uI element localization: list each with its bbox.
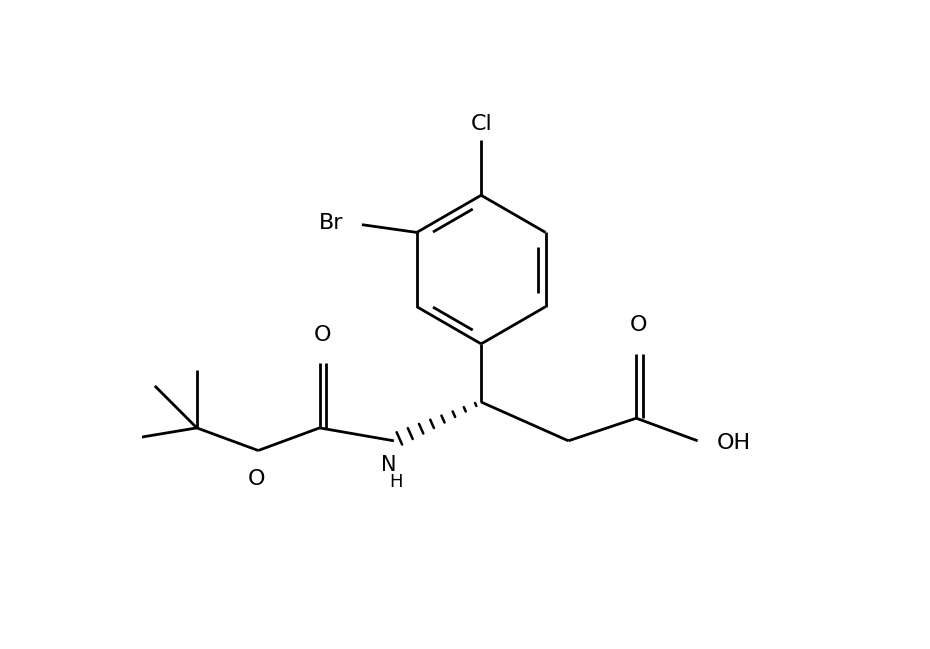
Text: Cl: Cl [471,114,492,134]
Text: H: H [389,473,403,491]
Text: Br: Br [319,213,344,233]
Text: O: O [631,315,647,336]
Text: O: O [247,469,265,489]
Text: O: O [313,325,331,345]
Text: OH: OH [717,433,751,453]
Text: N: N [381,455,396,475]
